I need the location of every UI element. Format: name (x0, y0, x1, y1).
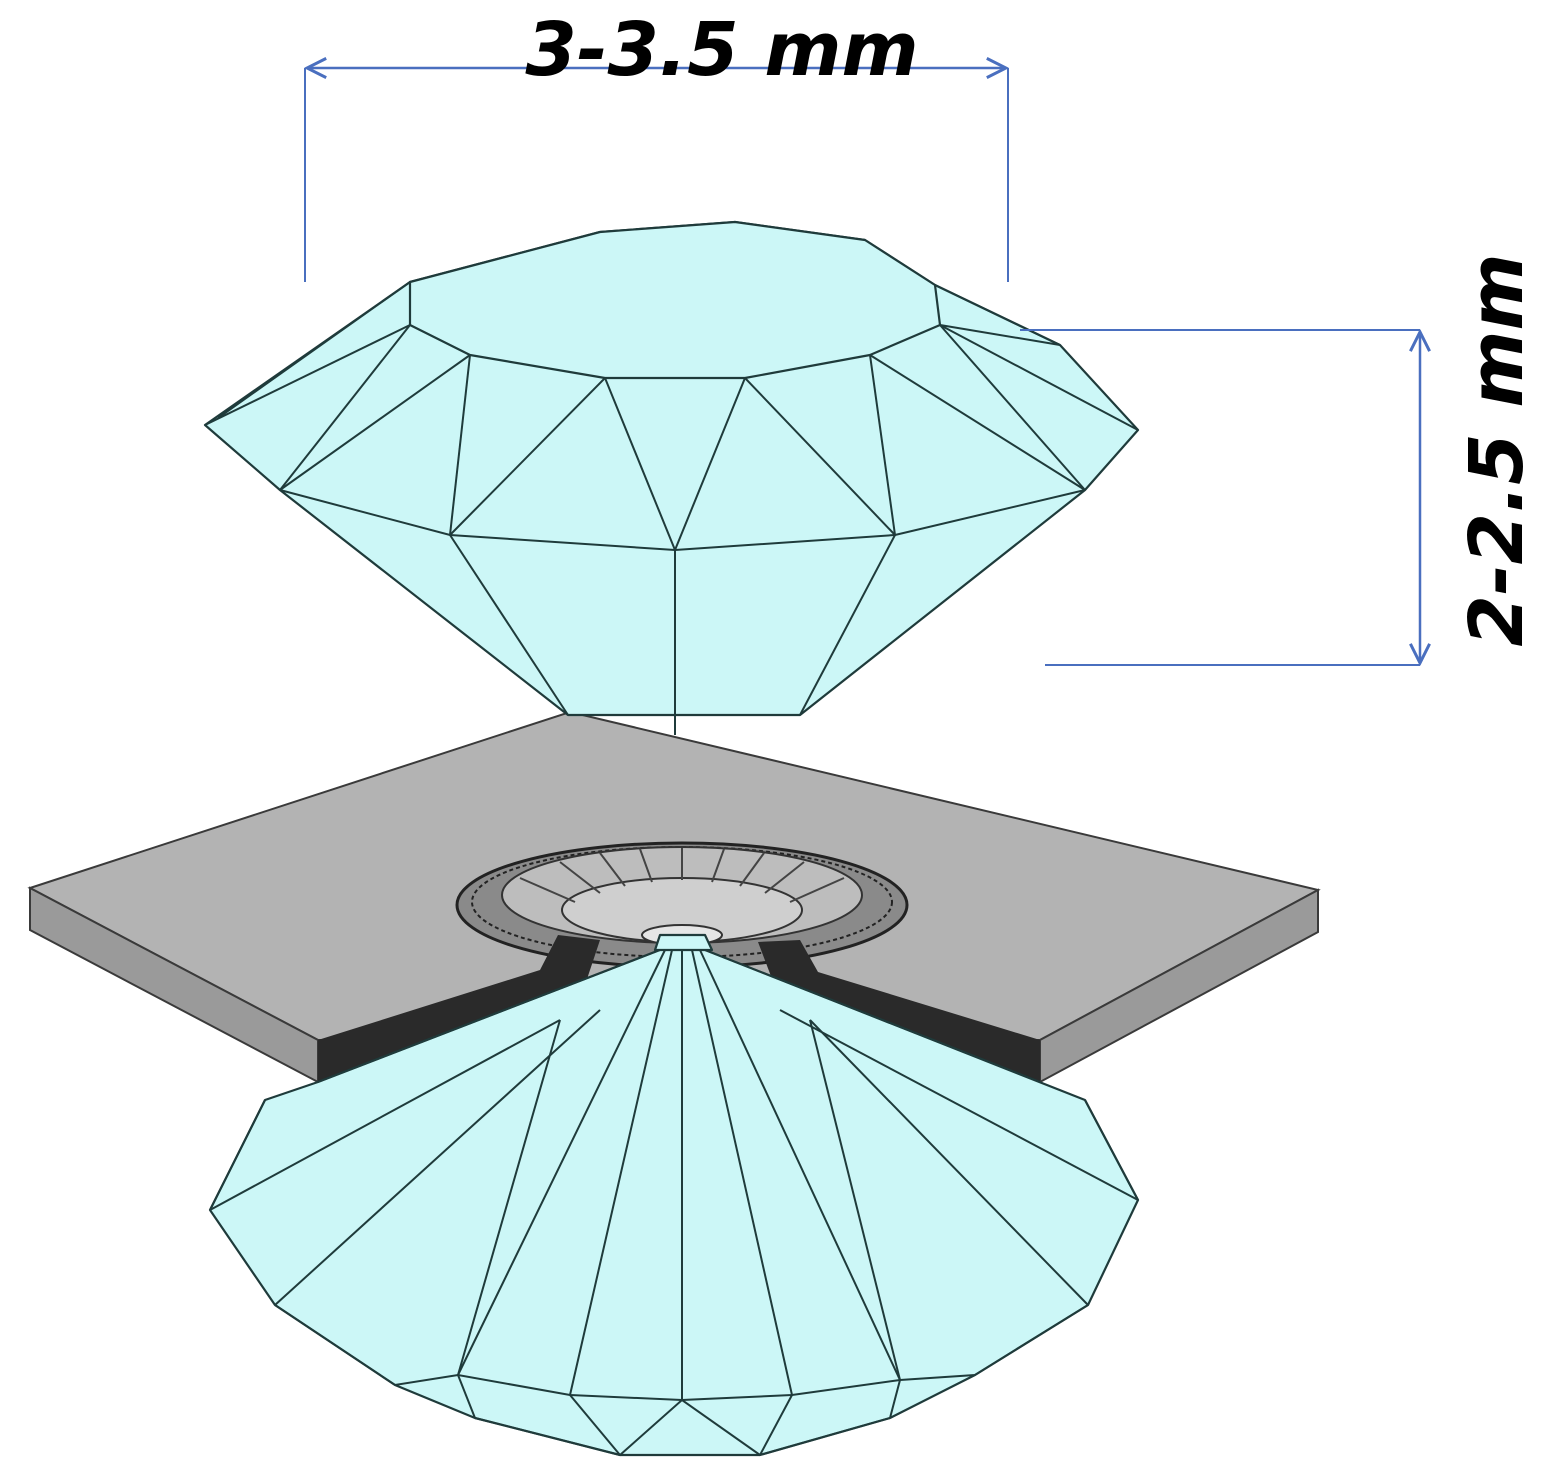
height-label: 2-2.5 mm (1454, 253, 1540, 646)
electrode-left (318, 935, 600, 1082)
gasket-indentation (455, 841, 909, 969)
width-dimension: 3-3.5 mm (304, 7, 1009, 282)
electrode-right (758, 940, 1040, 1082)
height-dimension: 2-2.5 mm (1020, 253, 1540, 666)
width-label: 3-3.5 mm (525, 7, 918, 93)
upper-diamond (203, 220, 1140, 735)
lower-diamond (208, 933, 1140, 1457)
gasket (27, 710, 1321, 1084)
upper-diamond-table (408, 220, 942, 380)
